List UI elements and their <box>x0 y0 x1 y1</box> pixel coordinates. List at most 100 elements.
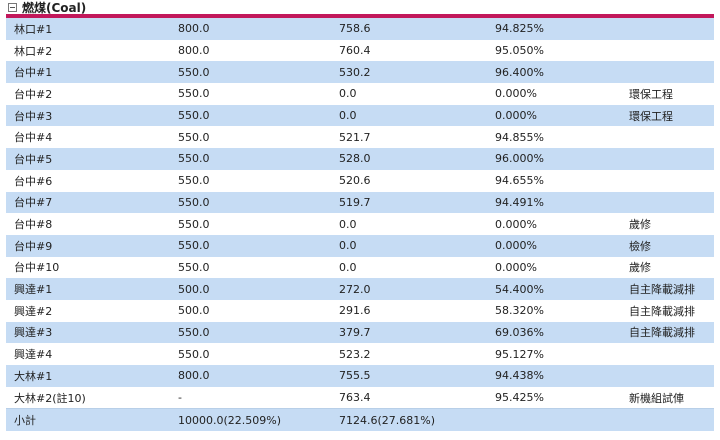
table-row: 台中#6 550.0 520.6 94.655% <box>6 170 714 192</box>
output-ratio-cell: 0.000% <box>495 217 537 231</box>
output-ratio-cell: 0.000% <box>495 260 537 274</box>
net-output-cell: 528.0 <box>333 148 489 170</box>
table-row: 台中#7 550.0 519.7 94.491% <box>6 191 714 214</box>
remark-cell: 歲修 <box>629 218 651 232</box>
unit-name-cell: 興達#3 <box>6 321 172 344</box>
net-output-cell: 0.0 <box>339 87 357 101</box>
remark-cell: 歲修 <box>629 261 651 275</box>
capacity-cell: 500.0 <box>172 278 333 300</box>
unit-name-cell: 林口#2 <box>14 44 53 58</box>
net-output-cell: 519.7 <box>333 191 489 214</box>
unit-name-cell: 台中#3 <box>6 104 172 127</box>
table-row: 大林#1 800.0 755.5 94.438% <box>6 365 714 387</box>
table-row: 興達#3 550.0 379.7 69.036% 自主降載減排 <box>6 321 714 344</box>
net-output-cell: 758.6 <box>333 18 489 40</box>
unit-name-cell: 台中#1 <box>6 61 172 84</box>
remark-cell <box>623 61 714 84</box>
capacity-cell: 550.0 <box>172 191 333 214</box>
remark-cell: 檢修 <box>623 234 714 257</box>
table-row: 興達#2 500.0 291.6 58.320% 自主降載減排 <box>6 300 714 322</box>
output-ratio-cell: 0.000% <box>489 104 623 127</box>
net-output-cell: 379.7 <box>333 321 489 344</box>
capacity-cell: 500.0 <box>178 304 210 318</box>
output-ratio-cell: 94.825% <box>489 18 623 40</box>
coal-units-table: 林口#1 800.0 758.6 94.825% 林口#2 800.0 760.4 95.05… <box>6 18 714 432</box>
output-ratio-cell: 0.000% <box>495 87 537 101</box>
capacity-cell: 550.0 <box>178 174 210 188</box>
remark-cell <box>623 148 714 170</box>
unit-name-cell: 大林#2(註10) <box>14 391 86 405</box>
output-ratio-cell: 94.491% <box>489 191 623 214</box>
output-ratio-cell: 96.400% <box>489 61 623 84</box>
remark-cell: 新機組試俥 <box>629 391 684 405</box>
net-output-cell: 760.4 <box>339 44 371 58</box>
remark-cell: 環保工程 <box>623 104 714 127</box>
output-ratio-cell: 94.438% <box>489 365 623 387</box>
capacity-cell: 800.0 <box>172 365 333 387</box>
subtotal-output: 7124.6(27.681%) <box>333 408 489 432</box>
section-header[interactable]: 燃煤(Coal) <box>0 0 720 15</box>
table-row: 台中#2 550.0 0.0 0.000% 環保工程 <box>6 83 714 105</box>
net-output-cell: 272.0 <box>333 278 489 300</box>
capacity-cell: 550.0 <box>178 347 210 361</box>
capacity-cell: 550.0 <box>172 148 333 170</box>
net-output-cell: 521.7 <box>339 130 371 144</box>
unit-name-cell: 台中#8 <box>14 218 53 232</box>
capacity-cell: 550.0 <box>172 104 333 127</box>
subtotal-note <box>623 408 714 432</box>
remark-cell <box>623 343 714 365</box>
net-output-cell: 530.2 <box>333 61 489 84</box>
net-output-cell: 0.0 <box>339 217 357 231</box>
unit-name-cell: 台中#7 <box>6 191 172 214</box>
table-row: 台中#3 550.0 0.0 0.000% 環保工程 <box>6 104 714 127</box>
output-ratio-cell: 94.655% <box>495 174 544 188</box>
net-output-cell: 520.6 <box>339 174 371 188</box>
remark-cell <box>623 191 714 214</box>
remark-cell <box>623 365 714 387</box>
remark-cell: 環保工程 <box>629 87 673 101</box>
table-row: 興達#4 550.0 523.2 95.127% <box>6 343 714 365</box>
output-ratio-cell: 69.036% <box>489 321 623 344</box>
capacity-cell: 550.0 <box>178 260 210 274</box>
remark-cell <box>623 40 714 62</box>
remark-cell: 自主降載減排 <box>629 304 695 318</box>
capacity-cell: 550.0 <box>178 130 210 144</box>
remark-cell: 自主降載減排 <box>623 278 714 300</box>
output-ratio-cell: 96.000% <box>489 148 623 170</box>
capacity-cell: - <box>178 391 182 405</box>
unit-name-cell: 台中#5 <box>6 148 172 170</box>
unit-name-cell: 大林#1 <box>6 365 172 387</box>
table-row: 林口#1 800.0 758.6 94.825% <box>6 18 714 40</box>
remark-cell: 自主降載減排 <box>623 321 714 344</box>
capacity-cell: 550.0 <box>172 61 333 84</box>
collapse-icon[interactable] <box>8 2 17 12</box>
subtotal-capacity: 10000.0(22.509%) <box>172 408 333 432</box>
table-row: 林口#2 800.0 760.4 95.050% <box>6 40 714 62</box>
subtotal-row: 小計 10000.0(22.509%) 7124.6(27.681%) <box>6 408 714 432</box>
output-ratio-cell: 58.320% <box>495 304 544 318</box>
table-row: 大林#2(註10) - 763.4 95.425% 新機組試俥 <box>6 387 714 409</box>
capacity-cell: 550.0 <box>178 87 210 101</box>
output-ratio-cell: 95.050% <box>495 44 544 58</box>
unit-name-cell: 林口#1 <box>6 18 172 40</box>
output-ratio-cell: 94.855% <box>495 130 544 144</box>
output-ratio-cell: 95.127% <box>495 347 544 361</box>
table-row: 台中#8 550.0 0.0 0.000% 歲修 <box>6 213 714 235</box>
section-divider <box>6 14 714 18</box>
unit-name-cell: 台中#10 <box>14 261 60 275</box>
subtotal-ratio <box>489 408 623 432</box>
section-title: 燃煤(Coal) <box>22 0 87 15</box>
capacity-cell: 550.0 <box>172 234 333 257</box>
unit-name-cell: 台中#9 <box>6 234 172 257</box>
remark-cell <box>623 18 714 40</box>
net-output-cell: 0.0 <box>339 260 357 274</box>
net-output-cell: 755.5 <box>333 365 489 387</box>
output-ratio-cell: 0.000% <box>489 234 623 257</box>
table-row: 台中#5 550.0 528.0 96.000% <box>6 148 714 170</box>
remark-cell <box>623 126 714 148</box>
capacity-cell: 800.0 <box>172 18 333 40</box>
unit-name-cell: 台中#2 <box>14 87 53 101</box>
unit-name-cell: 台中#6 <box>14 174 53 188</box>
net-output-cell: 0.0 <box>333 104 489 127</box>
net-output-cell: 523.2 <box>339 347 371 361</box>
